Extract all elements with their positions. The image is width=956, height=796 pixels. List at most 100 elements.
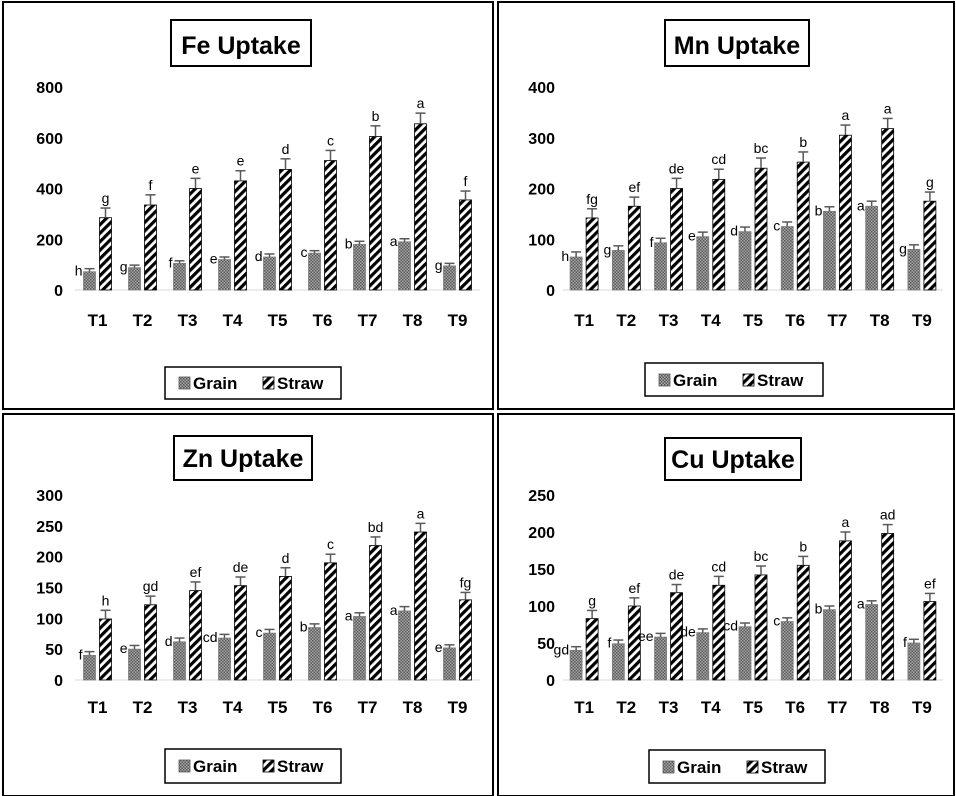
legend-straw-label: Straw <box>277 374 324 393</box>
grain-significance-letter: g <box>899 240 907 256</box>
x-tick-label-t9: T9 <box>448 698 468 717</box>
grain-significance-letter: a <box>390 233 398 249</box>
x-tick-label-t6: T6 <box>785 698 805 717</box>
x-tick-label-t8: T8 <box>403 698 423 717</box>
x-tick-label-t7: T7 <box>828 698 848 717</box>
x-tick-label-t5: T5 <box>268 311 288 330</box>
cu-uptake-grain-bar-t9 <box>907 642 921 681</box>
mn-uptake-chart: Mn Uptake 0 100 200 300 400 T1 h fg T2 g ef T3 f de T4 e… <box>497 1 955 410</box>
y-tick-label: 800 <box>36 80 63 97</box>
x-tick-label-t6: T6 <box>785 311 805 330</box>
fe-uptake-straw-bar-t6 <box>324 160 337 291</box>
straw-significance-letter: ef <box>190 564 202 580</box>
fe-uptake-straw-bar-t2 <box>144 204 157 291</box>
fe-uptake-grain-bar-t5 <box>263 256 276 291</box>
y-tick-label: 150 <box>36 581 63 598</box>
legend-straw-label: Straw <box>761 758 808 777</box>
x-tick-label-t7: T7 <box>358 698 378 717</box>
x-tick-label-t3: T3 <box>659 698 679 717</box>
fe-uptake-grain-bar-t9 <box>443 265 456 291</box>
straw-significance-letter: d <box>282 550 290 566</box>
grain-significance-letter: f <box>79 646 83 662</box>
fe-uptake-grain-bar-t2 <box>128 267 141 291</box>
chart-title-box <box>664 437 802 481</box>
legend-straw-swatch <box>746 760 759 774</box>
y-tick-label: 100 <box>528 232 555 249</box>
y-tick-label: 200 <box>528 525 555 542</box>
grain-significance-letter: b <box>815 601 823 617</box>
x-tick-label-t5: T5 <box>743 311 763 330</box>
grain-significance-letter: c <box>773 218 780 234</box>
cu-uptake-grain-bar-t4 <box>696 632 710 681</box>
grain-significance-letter: a <box>857 197 865 213</box>
straw-significance-letter: a <box>884 100 892 116</box>
grain-significance-letter: g <box>604 241 612 257</box>
y-tick-label: 50 <box>45 642 63 659</box>
legend-box <box>164 748 342 784</box>
x-tick-label-t2: T2 <box>616 311 636 330</box>
panel-border <box>2 413 494 796</box>
chart-title: Zn Uptake <box>183 445 304 473</box>
grain-significance-letter: c <box>256 624 263 640</box>
grain-significance-letter: d <box>255 248 263 264</box>
grain-significance-letter: f <box>903 634 907 650</box>
legend-straw-swatch <box>742 373 755 387</box>
straw-significance-letter: h <box>102 592 110 608</box>
mn-uptake-straw-bar-t1 <box>585 217 599 291</box>
panel-fe-uptake: Fe Uptake 0 200 400 600 800 T1 h g T2 g f T3 f e T4 e e T5… <box>0 0 496 412</box>
mn-uptake-straw-bar-t9 <box>923 200 937 291</box>
zn-uptake-straw-bar-t7 <box>369 545 382 681</box>
x-tick-label-t7: T7 <box>358 311 378 330</box>
zn-uptake-grain-bar-t7 <box>353 616 366 681</box>
chart-title: Cu Uptake <box>671 446 795 474</box>
grain-significance-letter: c <box>301 244 308 260</box>
straw-significance-letter: f <box>149 177 153 193</box>
y-tick-label: 100 <box>528 599 555 616</box>
straw-significance-letter: e <box>192 160 200 176</box>
grain-significance-letter: e <box>688 228 696 244</box>
x-tick-label-t1: T1 <box>574 311 594 330</box>
legend-straw-label: Straw <box>757 371 804 390</box>
straw-significance-letter: cd <box>711 151 726 167</box>
mn-uptake-straw-bar-t4 <box>712 178 726 291</box>
y-tick-label: 250 <box>528 488 555 505</box>
straw-significance-letter: a <box>842 107 850 123</box>
legend-box <box>164 366 342 400</box>
cu-uptake-straw-bar-t4 <box>712 584 726 681</box>
grain-significance-letter: e <box>435 639 443 655</box>
straw-significance-letter: g <box>926 174 934 190</box>
cu-uptake-grain-bar-t6 <box>780 621 794 681</box>
mn-uptake-straw-bar-t8 <box>881 128 895 291</box>
straw-significance-letter: d <box>282 141 290 157</box>
cu-uptake-straw-bar-t8 <box>881 533 895 681</box>
zn-uptake-grain-bar-t1 <box>83 654 96 681</box>
legend-grain-swatch <box>658 373 671 387</box>
straw-significance-letter: g <box>102 190 110 206</box>
straw-significance-letter: ef <box>924 575 936 591</box>
zn-uptake-grain-bar-t8 <box>398 610 411 681</box>
fe-uptake-straw-bar-t3 <box>189 188 202 291</box>
mn-uptake-grain-bar-t2 <box>611 250 625 291</box>
zn-uptake-grain-bar-t9 <box>443 647 456 681</box>
straw-significance-letter: e <box>237 153 245 169</box>
x-tick-label-t4: T4 <box>223 698 243 717</box>
straw-significance-letter: ad <box>880 507 896 523</box>
mn-uptake-grain-bar-t6 <box>780 226 794 291</box>
y-tick-label: 100 <box>36 611 63 628</box>
cu-uptake-grain-bar-t5 <box>738 626 752 681</box>
cu-uptake-grain-bar-t7 <box>823 609 836 681</box>
grain-significance-letter: f <box>607 635 611 651</box>
grain-significance-letter: de <box>680 624 696 640</box>
legend-grain-swatch <box>662 760 675 774</box>
fe-uptake-straw-bar-t9 <box>459 199 472 291</box>
fe-uptake-chart: Fe Uptake 0 200 400 600 800 T1 h g T2 g f T3 f e T4 e e T5… <box>2 1 494 410</box>
grain-significance-letter: d <box>165 633 173 649</box>
straw-significance-letter: ef <box>628 179 640 195</box>
y-tick-label: 50 <box>537 636 555 653</box>
mn-uptake-grain-bar-t5 <box>738 231 752 291</box>
panel-cu-uptake: Cu Uptake 0 50 100 150 200 250 T1 gd g T2 f ef T3 ee de… <box>496 412 956 796</box>
x-tick-label-t1: T1 <box>88 311 108 330</box>
grain-significance-letter: cd <box>723 618 738 634</box>
x-tick-label-t3: T3 <box>659 311 679 330</box>
